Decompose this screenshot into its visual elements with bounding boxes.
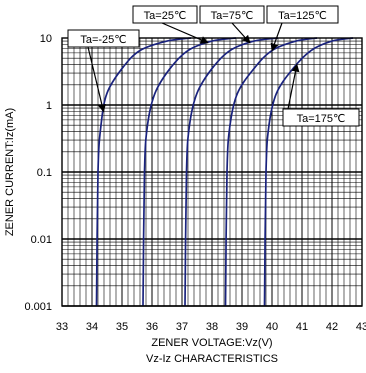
annotation-arrow (231, 22, 251, 44)
series-line (95, 37, 192, 307)
annotation-box (282, 108, 360, 127)
x-tick-label: 43 (356, 321, 366, 333)
x-tick-label: 33 (56, 321, 68, 333)
plot-frame (61, 37, 363, 307)
series-label: Ta=175℃ (297, 113, 346, 125)
annotation-arrow (287, 63, 300, 110)
x-tick-label: 36 (146, 321, 158, 333)
x-tick-label: 35 (116, 321, 128, 333)
x-tick-label: 40 (266, 321, 278, 333)
x-tick-label: 38 (206, 321, 218, 333)
grid-lines (61, 38, 363, 307)
y-tick-label: 1 (46, 100, 52, 112)
y-tick-label: 0.01 (31, 234, 52, 246)
chart-title: Vz-Iz CHARACTERISTICS (146, 353, 278, 365)
annotation-arrow (87, 46, 106, 113)
x-tick-label: 39 (236, 321, 248, 333)
series-label: Ta=125℃ (278, 10, 327, 22)
series-annotations: Ta=-25℃ Ta=25℃ Ta=75℃ Ta=125℃ Ta=175℃ (67, 5, 360, 127)
series-line (224, 37, 318, 307)
x-tick-label: 41 (296, 321, 308, 333)
y-tick-label: 10 (40, 33, 52, 45)
annotation-box (199, 5, 265, 24)
series-line (263, 37, 354, 307)
series-label: Ta=-25℃ (80, 34, 126, 46)
x-axis-label: ZENER VOLTAGE:Vz(V) (151, 337, 272, 349)
annotation-arrow (161, 22, 209, 44)
annotation-box (67, 29, 140, 48)
annotation-box (266, 5, 339, 24)
tick-labels: 33 34 35 36 37 38 39 40 41 42 43 0.001 0.01 0.1 1 10 (24, 33, 366, 333)
x-tick-label: 42 (326, 321, 338, 333)
series-label: Ta=75℃ (211, 10, 254, 22)
y-tick-label: 0.001 (24, 301, 52, 313)
annotation-arrow (270, 22, 283, 52)
y-axis-label: ZENER CURRENT:Iz(mA) (4, 108, 16, 236)
x-tick-label: 37 (176, 321, 188, 333)
series-label: Ta=25℃ (144, 10, 187, 22)
x-tick-label: 34 (86, 321, 98, 333)
y-tick-label: 0.1 (37, 167, 52, 179)
annotation-box (132, 5, 198, 24)
